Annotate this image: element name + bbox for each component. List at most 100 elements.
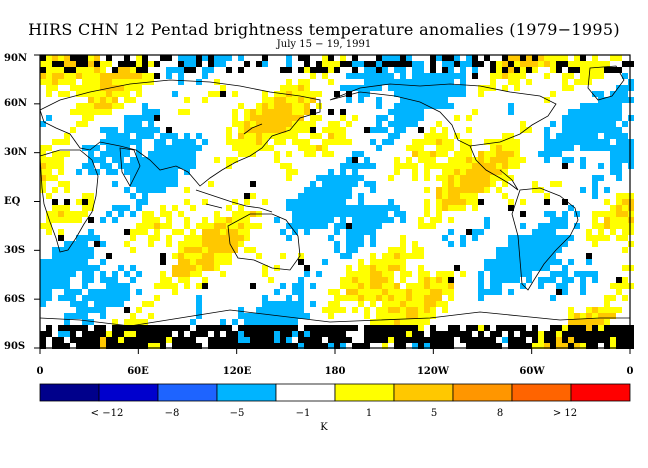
field-cell [370, 259, 376, 265]
field-cell [430, 283, 436, 289]
field-cell [466, 175, 472, 181]
field-cell [82, 121, 88, 127]
field-cell [508, 175, 514, 181]
field-cell [334, 121, 340, 127]
field-cell [604, 223, 610, 229]
field-cell [388, 217, 394, 223]
field-cell [142, 343, 148, 349]
field-cell [454, 331, 460, 337]
field-cell [598, 223, 604, 229]
field-cell [592, 61, 598, 67]
field-cell [118, 133, 124, 139]
field-cell [436, 277, 442, 283]
field-cell [364, 229, 370, 235]
field-cell [562, 223, 568, 229]
field-cell [196, 55, 202, 61]
field-cell [64, 61, 70, 67]
field-cell [100, 127, 106, 133]
field-cell [376, 103, 382, 109]
field-cell [208, 337, 214, 343]
field-cell [496, 247, 502, 253]
field-cell [112, 325, 118, 331]
field-cell [388, 277, 394, 283]
field-cell [436, 301, 442, 307]
field-cell [412, 331, 418, 337]
field-cell [538, 241, 544, 247]
field-cell [502, 175, 508, 181]
field-cell [574, 271, 580, 277]
field-cell [388, 61, 394, 67]
field-cell [214, 91, 220, 97]
field-cell [106, 133, 112, 139]
field-cell [478, 229, 484, 235]
field-cell [322, 127, 328, 133]
field-cell [574, 313, 580, 319]
field-cell [70, 331, 76, 337]
field-cell [352, 169, 358, 175]
field-cell [400, 241, 406, 247]
field-cell [238, 313, 244, 319]
field-cell [400, 67, 406, 73]
field-cell [340, 211, 346, 217]
field-cell [100, 289, 106, 295]
field-cell [220, 229, 226, 235]
field-cell [442, 73, 448, 79]
field-cell [238, 127, 244, 133]
field-cell [586, 259, 592, 265]
field-cell [460, 235, 466, 241]
field-cell [394, 211, 400, 217]
field-cell [58, 55, 64, 61]
field-cell [340, 175, 346, 181]
field-cell [604, 313, 610, 319]
field-cell [232, 145, 238, 151]
field-cell [538, 151, 544, 157]
field-cell [298, 223, 304, 229]
field-cell [100, 217, 106, 223]
field-cell [196, 271, 202, 277]
field-cell [550, 151, 556, 157]
field-cell [46, 163, 52, 169]
lat-label-90n: 90N [4, 53, 28, 64]
field-cell [514, 259, 520, 265]
field-cell [508, 343, 514, 349]
field-cell [316, 67, 322, 73]
field-cell [124, 139, 130, 145]
field-cell [358, 277, 364, 283]
field-cell [502, 157, 508, 163]
field-cell [544, 97, 550, 103]
field-cell [436, 145, 442, 151]
field-cell [586, 103, 592, 109]
field-cell [550, 235, 556, 241]
field-cell [334, 91, 340, 97]
field-cell [280, 109, 286, 115]
field-cell [616, 55, 622, 61]
field-cell [196, 235, 202, 241]
field-cell [556, 61, 562, 67]
field-cell [520, 61, 526, 67]
field-cell [550, 139, 556, 145]
field-cell [418, 151, 424, 157]
field-cell [88, 277, 94, 283]
field-cell [424, 277, 430, 283]
field-cell [442, 193, 448, 199]
field-cell [112, 295, 118, 301]
field-cell [466, 127, 472, 133]
field-cell [550, 229, 556, 235]
field-cell [424, 151, 430, 157]
field-cell [442, 97, 448, 103]
field-cell [466, 337, 472, 343]
field-cell [106, 289, 112, 295]
field-cell [400, 115, 406, 121]
field-cell [262, 307, 268, 313]
field-cell [106, 139, 112, 145]
field-cell [340, 283, 346, 289]
field-cell [412, 109, 418, 115]
coast-south-america [511, 187, 579, 291]
field-cell [544, 331, 550, 337]
field-cell [586, 343, 592, 349]
field-cell [610, 343, 616, 349]
field-cell [292, 319, 298, 325]
field-cell [424, 313, 430, 319]
field-cell [616, 91, 622, 97]
field-cell [556, 283, 562, 289]
